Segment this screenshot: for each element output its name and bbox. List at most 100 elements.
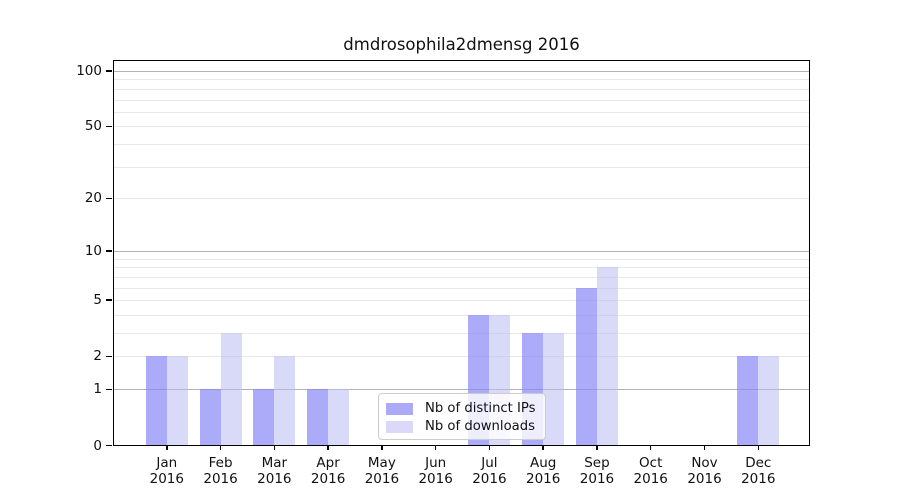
gridline-minor — [114, 99, 809, 101]
y-tick-label: 10 — [84, 242, 102, 259]
y-tick-mark — [106, 125, 112, 128]
bar-downloads — [166, 356, 188, 446]
x-tick-label: Jun 2016 — [404, 455, 468, 488]
x-tick-year: 2016 — [310, 471, 346, 487]
bar-distinct-ips — [575, 287, 597, 446]
x-tick-mark — [166, 446, 168, 450]
x-tick-year: 2016 — [418, 471, 453, 487]
y-tick-label: 20 — [84, 190, 102, 207]
x-tick-year: 2016 — [203, 471, 238, 487]
y-tick-label: 1 — [93, 381, 102, 398]
x-tick-label: Sep 2016 — [565, 455, 629, 488]
gridline-minor — [114, 111, 809, 113]
bar-distinct-ips — [737, 356, 759, 446]
gridline-minor — [114, 356, 809, 358]
legend-label: Nb of downloads — [425, 419, 535, 434]
gridline-major — [114, 71, 809, 72]
x-tick-mark — [542, 446, 544, 450]
x-tick-month: Nov — [691, 454, 718, 471]
y-tick-mark — [106, 250, 112, 252]
x-tick-month: Aug — [530, 454, 557, 471]
x-tick-mark — [219, 446, 222, 450]
gridline-minor — [114, 300, 809, 302]
x-tick-month: Feb — [208, 454, 233, 471]
chart-title: dmdrosophila2dmensg 2016 — [343, 35, 580, 54]
x-tick-mark — [273, 446, 276, 450]
legend-label: Nb of distinct IPs — [425, 401, 536, 416]
gridline-minor — [114, 314, 809, 316]
x-axis: Jan 2016 Feb 2016 Mar 2016 Apr 2016 May 2016 Jun 20… — [114, 61, 809, 487]
x-tick-month: Oct — [639, 454, 663, 471]
bar-distinct-ips — [145, 356, 167, 446]
bar-downloads — [220, 333, 242, 446]
legend-swatch — [386, 420, 413, 433]
gridline-minor — [114, 258, 809, 260]
x-tick-mark — [757, 446, 760, 450]
gridline-minor — [114, 267, 809, 269]
y-tick-mark — [106, 299, 112, 301]
bar-downloads — [543, 333, 565, 446]
gridline-major — [114, 250, 809, 252]
x-tick-mark — [434, 446, 437, 450]
x-tick-label: May 2016 — [350, 455, 414, 488]
bar-distinct-ips — [307, 389, 329, 446]
bars — [114, 61, 809, 446]
y-tick-label: 0 — [93, 437, 102, 454]
y-tick-label: 50 — [84, 118, 102, 135]
x-tick-label: Feb 2016 — [189, 455, 253, 488]
x-tick-month: Apr — [316, 454, 340, 471]
x-tick-mark — [488, 446, 491, 450]
x-tick-month: Jun — [425, 454, 447, 471]
y-tick-label: 100 — [76, 63, 102, 79]
x-tick-mark — [596, 446, 598, 450]
plot-area: 0 1 2 5 10 20 50 100 Jan 2016 Feb 2016 Mar 2016 Apr 20… — [76, 60, 810, 487]
legend-entry: Nb of downloads — [386, 418, 537, 435]
x-tick-mark — [381, 446, 383, 450]
legend-swatch — [386, 402, 413, 415]
gridline-minor — [114, 88, 809, 90]
y-tick-mark — [106, 355, 112, 358]
bar-downloads — [274, 356, 296, 446]
y-axis: 0 1 2 5 10 20 50 100 — [76, 61, 809, 454]
x-tick-year: 2016 — [526, 471, 561, 487]
x-tick-month: May — [367, 454, 396, 471]
gridline-minor — [114, 166, 809, 168]
x-tick-year: 2016 — [687, 471, 722, 487]
y-tick-mark — [106, 70, 112, 72]
bar-downloads — [328, 389, 350, 446]
x-tick-label: Apr 2016 — [296, 455, 360, 488]
bar-distinct-ips — [253, 389, 275, 446]
gridline-minor — [114, 287, 809, 289]
gridline-minor — [114, 333, 809, 334]
y-tick-label: 5 — [93, 292, 102, 309]
bar-downloads — [596, 267, 618, 446]
x-tick-year: 2016 — [149, 471, 184, 487]
gridline-minor — [114, 126, 809, 128]
bar-distinct-ips — [199, 389, 221, 446]
x-tick-year: 2016 — [364, 471, 400, 487]
gridline-minor — [114, 79, 809, 81]
gridline-minor — [114, 276, 809, 278]
x-tick-month: Jan — [156, 454, 178, 471]
x-tick-label: Nov 2016 — [673, 455, 737, 488]
y-tick-mark — [106, 444, 112, 447]
x-tick-month: Dec — [745, 454, 772, 471]
x-tick-year: 2016 — [633, 471, 668, 487]
x-tick-label: Oct 2016 — [619, 455, 683, 488]
x-tick-year: 2016 — [472, 471, 507, 487]
y-tick-mark — [106, 197, 112, 200]
x-tick-label: Mar 2016 — [242, 455, 306, 488]
x-tick-month: Jul — [481, 454, 498, 471]
x-tick-month: Mar — [261, 454, 288, 471]
x-tick-mark — [327, 446, 329, 450]
gridlines — [114, 61, 809, 445]
x-tick-label: Dec 2016 — [726, 455, 790, 488]
x-tick-mark — [703, 446, 706, 450]
y-tick-mark — [106, 388, 112, 390]
x-tick-label: Jul 2016 — [457, 455, 521, 488]
x-tick-year: 2016 — [257, 471, 292, 487]
x-tick-label: Jan 2016 — [135, 455, 199, 488]
x-tick-label: Aug 2016 — [511, 455, 575, 488]
y-tick-label: 2 — [93, 348, 102, 365]
